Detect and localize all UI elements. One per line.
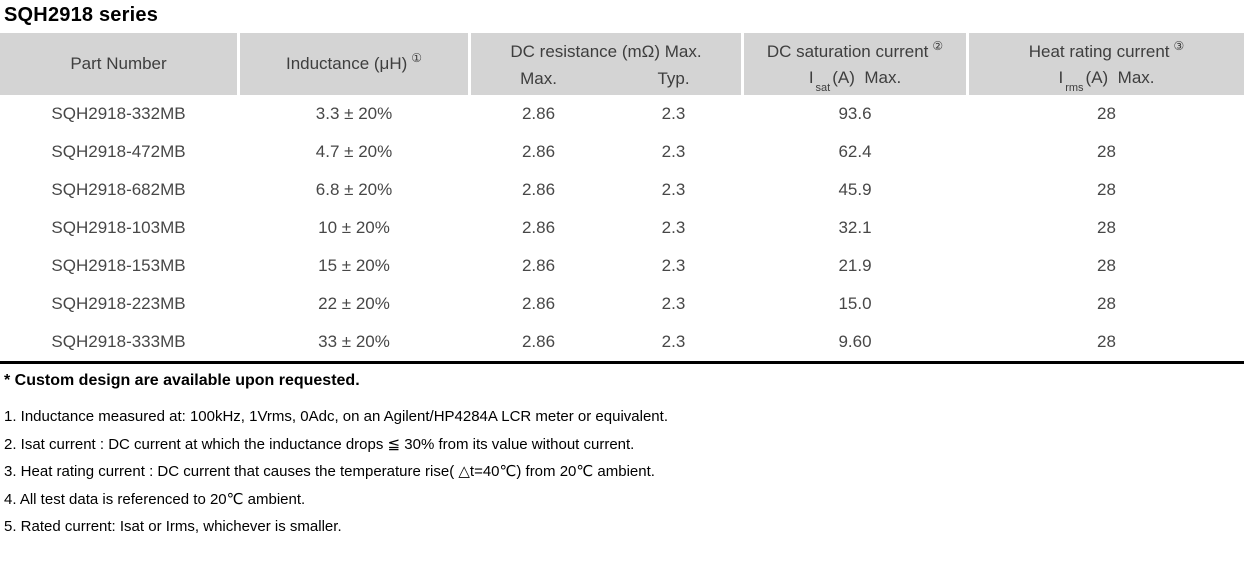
cell-dc-resistance: 2.86 2.3 bbox=[471, 323, 741, 361]
cell-inductance: 22 ± 20% bbox=[318, 294, 390, 313]
cell-irms: 28 bbox=[1097, 256, 1116, 275]
cell-dcr-typ: 2.3 bbox=[661, 256, 686, 275]
cell-dcr-max: 2.86 bbox=[521, 218, 556, 237]
cell-dc-resistance: 2.86 2.3 bbox=[471, 247, 741, 285]
header-dc-saturation-label: DC saturation current ② bbox=[744, 38, 966, 66]
spec-table: Part Number Inductance (μH) ① DC resistan… bbox=[0, 33, 1244, 361]
cell-dcr-max: 2.86 bbox=[521, 142, 556, 161]
header-heat-rating-label: Heat rating current ③ bbox=[969, 38, 1244, 66]
header-isat: Isat(A) Max. bbox=[744, 67, 966, 94]
cell-isat: 62.4 bbox=[838, 142, 872, 161]
header-dcr-subrow: Max. Typ. bbox=[471, 66, 741, 92]
cell-inductance: 4.7 ± 20% bbox=[315, 142, 393, 161]
cell-dcr-typ: 2.3 bbox=[661, 294, 686, 313]
cell-dc-resistance: 2.86 2.3 bbox=[471, 285, 741, 323]
cell-dcr-typ: 2.3 bbox=[661, 218, 686, 237]
header-irms-subrow: Irms(A) Max. bbox=[969, 66, 1244, 94]
table-row: SQH2918-333MB 33 ± 20% 2.86 2.3 9.60 28 bbox=[0, 323, 1244, 361]
header-dc-resistance: DC resistance (mΩ) Max. Max. Typ. bbox=[471, 33, 741, 95]
custom-design-note: * Custom design are available upon reque… bbox=[4, 372, 360, 389]
cell-part-number: SQH2918-153MB bbox=[51, 256, 186, 275]
header-isat-subrow: Isat(A) Max. bbox=[744, 66, 966, 94]
header-dc-resistance-label: DC resistance (mΩ) Max. bbox=[471, 38, 741, 66]
irms-subscript: rms bbox=[1065, 82, 1084, 95]
header-dcr-max: Max. bbox=[520, 69, 557, 88]
cell-isat: 15.0 bbox=[838, 294, 872, 313]
cell-dcr-typ: 2.3 bbox=[661, 332, 686, 351]
header-dc-saturation: DC saturation current ② Isat(A) Max. bbox=[744, 33, 966, 95]
note-ref-2-icon: ② bbox=[932, 39, 944, 53]
table-row: SQH2918-223MB 22 ± 20% 2.86 2.3 15.0 28 bbox=[0, 285, 1244, 323]
isat-subscript: sat bbox=[815, 82, 831, 95]
note-item-5: 5. Rated current: Isat or Irms, whicheve… bbox=[4, 518, 342, 535]
table-row: SQH2918-332MB 3.3 ± 20% 2.86 2.3 93.6 28 bbox=[0, 95, 1244, 133]
note-item-2: 2. Isat current : DC current at which th… bbox=[4, 435, 635, 453]
cell-irms: 28 bbox=[1097, 294, 1116, 313]
cell-inductance: 10 ± 20% bbox=[318, 218, 390, 237]
header-heat-rating: Heat rating current ③ Irms(A) Max. bbox=[969, 33, 1244, 95]
cell-irms: 28 bbox=[1097, 218, 1116, 237]
cell-irms: 28 bbox=[1097, 332, 1116, 351]
isat-unit: (A) Max. bbox=[832, 67, 902, 87]
cell-dcr-max: 2.86 bbox=[521, 180, 556, 199]
table-header-row: Part Number Inductance (μH) ① DC resistan… bbox=[0, 33, 1244, 95]
cell-dcr-max: 2.86 bbox=[521, 256, 556, 275]
note-ref-3-icon: ③ bbox=[1173, 39, 1185, 53]
cell-part-number: SQH2918-103MB bbox=[51, 218, 186, 237]
cell-part-number: SQH2918-333MB bbox=[51, 332, 186, 351]
cell-irms: 28 bbox=[1097, 104, 1116, 123]
cell-part-number: SQH2918-223MB bbox=[51, 294, 186, 313]
header-inductance: Inductance (μH) ① bbox=[240, 33, 468, 95]
table-row: SQH2918-682MB 6.8 ± 20% 2.86 2.3 45.9 28 bbox=[0, 171, 1244, 209]
page-title: SQH2918 series bbox=[4, 4, 159, 26]
cell-irms: 28 bbox=[1097, 142, 1116, 161]
cell-isat: 45.9 bbox=[838, 180, 872, 199]
cell-dc-resistance: 2.86 2.3 bbox=[471, 171, 741, 209]
cell-dcr-max: 2.86 bbox=[521, 294, 556, 313]
cell-dc-resistance: 2.86 2.3 bbox=[471, 209, 741, 247]
header-heat-rating-text: Heat rating current bbox=[1028, 42, 1170, 61]
irms-symbol: I bbox=[1058, 67, 1064, 87]
table-row: SQH2918-153MB 15 ± 20% 2.86 2.3 21.9 28 bbox=[0, 247, 1244, 285]
header-part-number-label: Part Number bbox=[70, 54, 167, 73]
cell-isat: 32.1 bbox=[838, 218, 872, 237]
cell-isat: 9.60 bbox=[838, 332, 872, 351]
note-ref-1-icon: ① bbox=[411, 51, 423, 65]
table-row: SQH2918-103MB 10 ± 20% 2.86 2.3 32.1 28 bbox=[0, 209, 1244, 247]
header-part-number: Part Number bbox=[0, 33, 237, 95]
cell-inductance: 15 ± 20% bbox=[318, 256, 390, 275]
cell-irms: 28 bbox=[1097, 180, 1116, 199]
header-dcr-typ: Typ. bbox=[657, 69, 690, 88]
header-dc-resistance-text: DC resistance (mΩ) Max. bbox=[510, 42, 702, 61]
divider-rule bbox=[0, 361, 1244, 364]
cell-part-number: SQH2918-332MB bbox=[51, 104, 186, 123]
cell-inductance: 33 ± 20% bbox=[318, 332, 390, 351]
header-dc-saturation-text: DC saturation current bbox=[766, 42, 929, 61]
note-item-4: 4. All test data is referenced to 20℃ am… bbox=[4, 490, 306, 508]
irms-unit: (A) Max. bbox=[1085, 67, 1155, 87]
isat-symbol: I bbox=[808, 67, 814, 87]
cell-inductance: 6.8 ± 20% bbox=[315, 180, 393, 199]
cell-isat: 93.6 bbox=[838, 104, 872, 123]
cell-dcr-max: 2.86 bbox=[521, 332, 556, 351]
cell-inductance: 3.3 ± 20% bbox=[315, 104, 393, 123]
cell-part-number: SQH2918-472MB bbox=[51, 142, 186, 161]
header-inductance-label: Inductance (μH) bbox=[285, 54, 408, 73]
notes-section: * Custom design are available upon reque… bbox=[0, 364, 1244, 537]
cell-dcr-typ: 2.3 bbox=[661, 180, 686, 199]
cell-dcr-max: 2.86 bbox=[521, 104, 556, 123]
cell-dc-resistance: 2.86 2.3 bbox=[471, 95, 741, 133]
note-item-1: 1. Inductance measured at: 100kHz, 1Vrms… bbox=[4, 408, 668, 425]
cell-part-number: SQH2918-682MB bbox=[51, 180, 186, 199]
cell-dcr-typ: 2.3 bbox=[661, 142, 686, 161]
cell-isat: 21.9 bbox=[838, 256, 872, 275]
cell-dc-resistance: 2.86 2.3 bbox=[471, 133, 741, 171]
cell-dcr-typ: 2.3 bbox=[661, 104, 686, 123]
table-row: SQH2918-472MB 4.7 ± 20% 2.86 2.3 62.4 28 bbox=[0, 133, 1244, 171]
note-item-3: 3. Heat rating current : DC current that… bbox=[4, 463, 655, 480]
table-body: SQH2918-332MB 3.3 ± 20% 2.86 2.3 93.6 28… bbox=[0, 95, 1244, 361]
header-irms: Irms(A) Max. bbox=[969, 67, 1244, 94]
